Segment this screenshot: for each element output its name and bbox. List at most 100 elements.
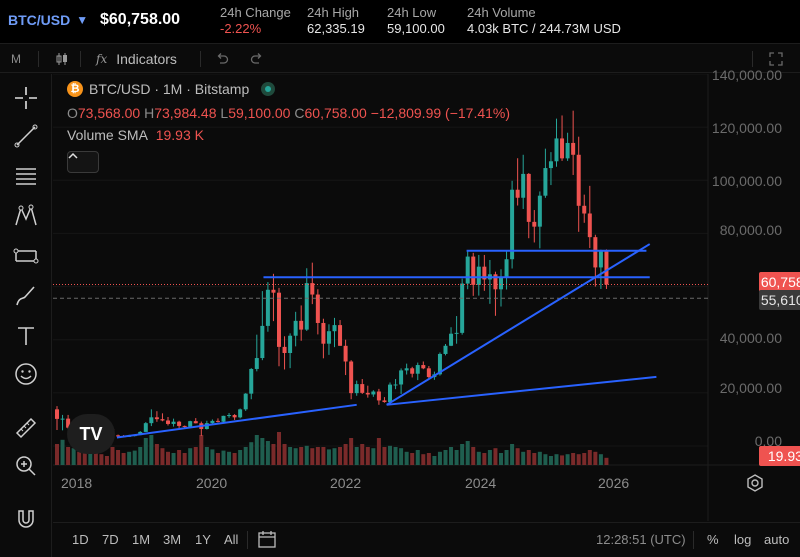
volume-bar bbox=[60, 439, 65, 465]
logo-text: TV bbox=[79, 423, 103, 444]
legend-ohlc-row: O73,568.00 H73,984.48 L59,100.00 C60,758… bbox=[67, 105, 510, 121]
time-tick: 2018 bbox=[61, 475, 93, 491]
fullscreen-icon bbox=[769, 52, 783, 66]
volume-bar bbox=[116, 450, 121, 465]
chart-canvas[interactable] bbox=[53, 74, 800, 521]
candle-body bbox=[238, 409, 243, 418]
bottom-divider bbox=[247, 531, 248, 549]
candle-body bbox=[565, 142, 570, 159]
candle-body bbox=[293, 320, 298, 336]
volume-value: 19.93 K bbox=[155, 127, 204, 143]
volume-bar bbox=[393, 447, 398, 465]
undo-icon bbox=[217, 53, 229, 64]
trendline-tool[interactable] bbox=[10, 120, 42, 152]
tradingview-logo: TV bbox=[67, 414, 115, 454]
range-7d[interactable]: 7D bbox=[102, 532, 119, 547]
collapse-legend-button[interactable] bbox=[67, 151, 99, 173]
legend-symbol-row: ₿ BTC/USD · 1M · Bitstamp bbox=[67, 81, 276, 97]
candle-body bbox=[271, 289, 276, 293]
candle-body bbox=[426, 368, 431, 378]
chart-toolbar: M fx Indicators bbox=[0, 45, 800, 73]
price-chart[interactable]: ₿ BTC/USD · 1M · Bitstamp O73,568.00 H73… bbox=[53, 67, 800, 521]
volume-bar bbox=[532, 453, 537, 465]
interval-button[interactable]: M bbox=[11, 45, 21, 73]
undo-button[interactable] bbox=[214, 45, 230, 73]
candle-body bbox=[593, 237, 598, 268]
indicators-button[interactable]: fx Indicators bbox=[96, 45, 177, 73]
auto-toggle[interactable]: auto bbox=[764, 532, 790, 547]
chart-type-button[interactable] bbox=[54, 45, 70, 73]
volume-bar bbox=[193, 447, 198, 465]
volume-bar bbox=[243, 447, 248, 465]
volume-bar bbox=[449, 447, 454, 465]
volume-bar bbox=[465, 441, 470, 465]
low-value: 59,100.00 bbox=[228, 105, 291, 121]
zoom-tool[interactable] bbox=[10, 450, 42, 482]
volume-bar bbox=[77, 451, 82, 465]
stat-value: -2.22% bbox=[220, 21, 262, 36]
log-toggle[interactable]: log bbox=[734, 532, 752, 547]
brush-tool[interactable] bbox=[10, 280, 42, 312]
measure-tool[interactable] bbox=[10, 412, 42, 444]
candle-body bbox=[215, 420, 220, 422]
candle-body bbox=[116, 435, 121, 437]
fx-icon: fx bbox=[96, 52, 108, 66]
fullscreen-button[interactable] bbox=[768, 45, 784, 73]
chevron-down-icon: ▼ bbox=[76, 13, 89, 27]
drawing-tools bbox=[0, 74, 52, 557]
candle-body bbox=[304, 283, 309, 330]
volume-bar bbox=[454, 450, 459, 465]
candle-body bbox=[482, 266, 487, 280]
pattern-tool[interactable] bbox=[10, 200, 42, 232]
candle-body bbox=[171, 421, 176, 424]
utc-clock[interactable]: 12:28:51 (UTC) bbox=[596, 532, 686, 547]
time-tick: 2022 bbox=[330, 475, 362, 491]
candle-body bbox=[604, 250, 609, 285]
magnet-tool[interactable] bbox=[10, 504, 42, 536]
candle-body bbox=[554, 138, 559, 162]
fib-tool[interactable] bbox=[10, 160, 42, 192]
volume-bar bbox=[182, 453, 187, 465]
percent-toggle[interactable]: % bbox=[707, 532, 719, 547]
high-key: H bbox=[144, 105, 155, 121]
prediction-tool[interactable] bbox=[10, 240, 42, 272]
emoji-tool[interactable] bbox=[10, 358, 42, 390]
volume-bar bbox=[315, 447, 320, 465]
crosshair-tool[interactable] bbox=[10, 82, 42, 114]
candle-body bbox=[504, 259, 509, 278]
price-tick: 0.00 bbox=[754, 433, 782, 449]
volume-bar bbox=[576, 454, 581, 465]
volume-bar bbox=[354, 447, 359, 465]
range-1y[interactable]: 1Y bbox=[195, 532, 211, 547]
volume-bar bbox=[443, 450, 448, 465]
text-tool[interactable] bbox=[10, 320, 42, 352]
volume-bar bbox=[343, 444, 348, 465]
candle-body bbox=[243, 393, 248, 410]
volume-bar bbox=[104, 456, 109, 465]
volume-bar bbox=[238, 450, 243, 465]
candle-body bbox=[410, 368, 415, 374]
range-3m[interactable]: 3M bbox=[163, 532, 182, 547]
redo-button[interactable] bbox=[249, 45, 265, 73]
volume-bar bbox=[482, 453, 487, 465]
candle-body bbox=[526, 173, 531, 222]
volume-bar bbox=[338, 447, 343, 465]
date-range-button[interactable] bbox=[257, 529, 277, 549]
trend-line bbox=[386, 243, 651, 406]
volume-bar bbox=[582, 453, 587, 465]
candle-body bbox=[454, 332, 459, 334]
legend-volume-row: Volume SMA 19.93 K bbox=[67, 127, 204, 143]
volume-bar bbox=[210, 449, 215, 465]
stat-24h-change: 24h Change -2.22% bbox=[220, 5, 291, 37]
candle-body bbox=[338, 325, 343, 346]
chart-settings-button[interactable] bbox=[745, 473, 765, 493]
candle-body bbox=[349, 361, 354, 394]
candle-body bbox=[354, 384, 359, 394]
range-1d[interactable]: 1D bbox=[72, 532, 89, 547]
volume-bar bbox=[510, 444, 515, 465]
candle-body bbox=[149, 417, 154, 424]
volume-bar bbox=[410, 453, 415, 465]
range-1m[interactable]: 1M bbox=[132, 532, 151, 547]
range-all[interactable]: All bbox=[224, 532, 239, 547]
symbol-selector[interactable]: BTC/USD ▼ bbox=[8, 12, 88, 28]
